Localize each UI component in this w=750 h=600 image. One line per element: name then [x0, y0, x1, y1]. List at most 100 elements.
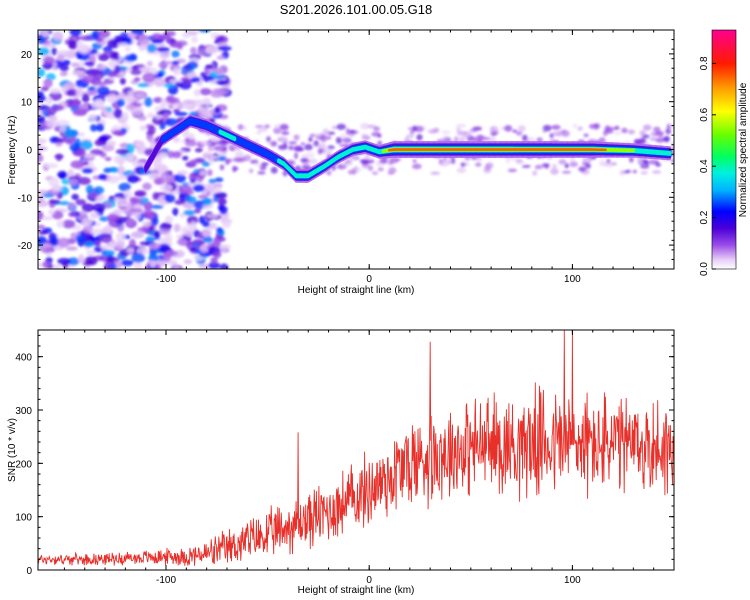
noise-blob	[71, 70, 85, 77]
noise-blob	[67, 169, 74, 177]
noise-blob	[259, 164, 267, 171]
noise-blob	[208, 261, 221, 269]
noise-blob	[202, 204, 213, 210]
noise-blob	[313, 133, 322, 138]
noise-blob	[48, 199, 61, 204]
noise-blob	[380, 159, 388, 164]
noise-blob	[558, 159, 567, 165]
noise-blob	[91, 228, 105, 235]
noise-blob	[569, 161, 578, 168]
noise-blob	[71, 62, 80, 68]
noise-blob	[216, 55, 225, 60]
noise-blob	[79, 139, 93, 150]
noise-blob	[440, 160, 449, 167]
noise-blob	[51, 184, 63, 192]
noise-blob	[181, 132, 191, 138]
x-tick-label: -100	[156, 575, 176, 586]
noise-blob	[133, 261, 143, 269]
noise-blob	[642, 159, 648, 164]
noise-blob	[412, 159, 417, 163]
noise-blob	[165, 250, 178, 257]
ridge-cell	[603, 148, 607, 152]
noise-blob	[43, 43, 57, 48]
x-tick-label: 0	[366, 575, 372, 586]
noise-blob	[442, 136, 451, 141]
noise-blob	[83, 241, 95, 248]
noise-blob	[557, 130, 562, 137]
colorbar-ticks: 0.0 0.2 0.4 0.6 0.8	[699, 56, 716, 276]
noise-blob	[582, 157, 593, 164]
noise-blob	[158, 151, 168, 159]
noise-blob	[77, 132, 85, 138]
noise-blob	[41, 30, 49, 38]
noise-blob	[455, 127, 461, 132]
noise-blob	[90, 149, 104, 156]
y-tick-label: 100	[15, 513, 32, 524]
noise-blob	[627, 129, 636, 135]
x-tick-label: 100	[564, 274, 581, 285]
noise-blob	[288, 145, 294, 151]
noise-blob	[504, 125, 513, 132]
noise-blob	[300, 157, 309, 162]
noise-blob	[663, 135, 670, 143]
y-tick-label: 0	[26, 566, 32, 577]
noise-blob	[141, 220, 152, 228]
noise-blob	[270, 166, 278, 174]
x-tick-label: 100	[564, 575, 581, 586]
noise-blob	[197, 106, 207, 115]
noise-blob	[478, 134, 483, 142]
noise-blob	[599, 162, 607, 167]
noise-blob	[57, 237, 71, 248]
noise-blob	[198, 30, 212, 33]
noise-blob	[99, 233, 113, 243]
snr-y-ticks: 0 100 200 300 400	[15, 334, 674, 577]
noise-blob	[93, 246, 103, 253]
noise-blob	[301, 164, 311, 169]
noise-blob	[38, 224, 46, 230]
noise-blob	[137, 227, 150, 233]
noise-blob	[106, 213, 120, 222]
noise-blob	[75, 198, 87, 206]
noise-blob	[92, 71, 105, 80]
noise-blob	[96, 86, 110, 96]
noise-blob	[38, 210, 44, 221]
noise-blob	[532, 170, 538, 176]
noise-blob	[175, 234, 184, 239]
noise-blob	[160, 222, 173, 230]
noise-blob	[184, 140, 197, 147]
noise-blob	[131, 252, 146, 263]
noise-blob	[294, 152, 299, 160]
noise-blob	[371, 171, 379, 175]
noise-blob	[153, 177, 166, 185]
noise-blob	[145, 236, 156, 243]
noise-blob	[142, 72, 156, 83]
noise-blob	[176, 42, 183, 50]
noise-blob	[118, 202, 129, 208]
noise-blob	[139, 66, 150, 74]
noise-blob	[377, 133, 382, 138]
noise-blob	[129, 196, 139, 203]
noise-blob	[162, 112, 170, 119]
ridge-cell	[631, 148, 635, 153]
noise-blob	[71, 193, 80, 201]
noise-blob	[77, 176, 91, 185]
noise-blob	[165, 177, 172, 185]
noise-blob	[542, 124, 552, 132]
noise-blob	[75, 87, 84, 97]
noise-blob	[266, 136, 272, 143]
colorbar-tick-label: 0.0	[699, 262, 710, 276]
noise-blob	[658, 133, 664, 138]
noise-blob	[134, 140, 146, 148]
noise-blob	[43, 56, 55, 65]
noise-blob	[106, 175, 120, 184]
noise-blob	[395, 157, 401, 162]
noise-blob	[260, 162, 269, 166]
noise-blob	[117, 175, 127, 180]
noise-blob	[56, 119, 70, 127]
noise-blob	[98, 30, 111, 39]
noise-blob	[181, 32, 191, 39]
noise-blob	[82, 75, 97, 84]
noise-blob	[144, 97, 153, 107]
noise-blob	[85, 184, 94, 195]
noise-blob	[96, 123, 105, 132]
